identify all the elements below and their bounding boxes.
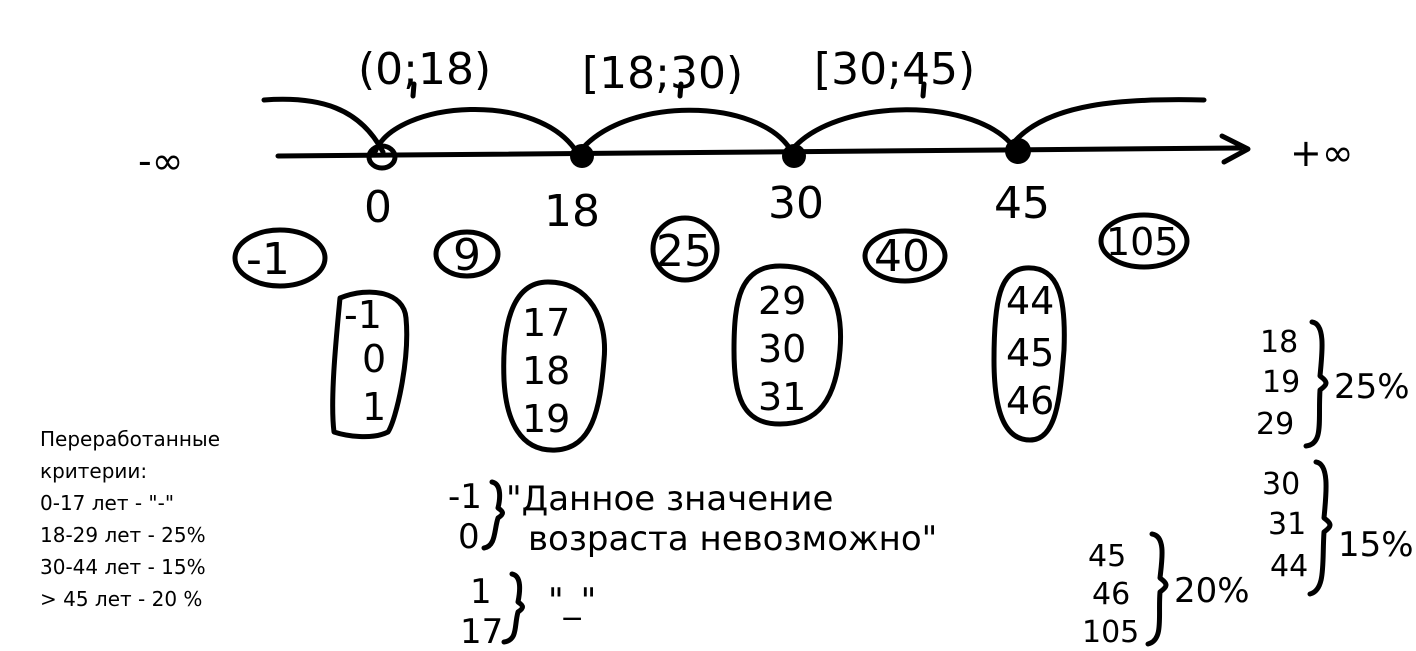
boundary-group-45-outline [991,265,1067,443]
value-circle-9 [433,229,501,279]
boundary-45-a: 44 [1006,279,1054,323]
right-outer-arc [1013,97,1207,143]
axis-arrowhead [1219,133,1251,165]
value-circle-minus1 [232,227,328,289]
open-point-0 [366,143,398,171]
filled-point-30 [782,144,806,168]
dash-brace [501,571,525,645]
axis-label-30: 30 [768,178,824,229]
group15-label: 15% [1338,525,1414,565]
dash-note: "_" [548,581,596,621]
minus-infinity-label: -∞ [138,139,183,183]
invalid-value-minus1: -1 [448,477,482,517]
axis-label-18: 18 [544,186,600,237]
arc-0-18 [372,106,581,157]
group20-value-105: 105 [1082,615,1139,650]
criteria-rule: 30-44 лет - 15% [40,555,206,579]
group20-brace [1145,531,1169,647]
number-line [275,145,1243,159]
value-25: 25 [656,226,712,277]
criteria-rule: 18-29 лет - 25% [40,523,206,547]
boundary-45-b: 45 [1006,331,1054,375]
group25-value-29: 29 [1256,407,1294,442]
invalid-note-line2: возраста невозможно" [528,519,937,559]
group20-value-45: 45 [1088,539,1126,574]
boundary-18-c: 19 [522,397,570,441]
interval-tick-2 [677,81,684,99]
interval-label-0-18: (0;18) [358,44,491,95]
invalid-value-0: 0 [458,517,480,557]
group15-value-44: 44 [1270,549,1308,584]
axis-label-0: 0 [364,182,392,233]
boundary-45-c: 46 [1006,379,1054,423]
interval-label-18-30: [18;30) [582,48,743,99]
value-circle-105 [1098,212,1190,270]
group15-value-30: 30 [1262,467,1300,502]
boundary-30-b: 30 [758,327,806,371]
group25-value-19: 19 [1262,365,1300,400]
group25-label: 25% [1334,367,1410,407]
arc-18-30 [575,107,795,157]
filled-point-45 [1005,138,1031,164]
group25-brace [1303,319,1329,449]
filled-point-18 [570,144,594,168]
criteria-rule: > 45 лет - 20 % [40,587,203,611]
boundary-group-18-outline [501,279,608,453]
criteria-title-line2: критерии: [40,459,148,483]
boundary-30-c: 31 [758,375,806,419]
boundary-group-0-outline [330,289,410,440]
interval-tick-3 [920,81,927,99]
group20-label: 20% [1174,571,1250,611]
interval-label-30-45: [30;45) [814,44,975,95]
boundary-18-a: 17 [522,301,570,345]
boundary-18-b: 18 [522,349,570,393]
invalid-note-line1: "Данное значение [506,479,833,519]
left-outer-arc [261,96,386,155]
criteria-title-line1: Переработанные [40,427,221,451]
value-9: 9 [453,230,481,281]
boundary-30-a: 29 [758,279,806,323]
criteria-rule: 0-17 лет - "-" [40,491,175,515]
revised-criteria: Переработанные критерии: 0-17 лет - "-" … [40,423,220,615]
interval-tick-1 [410,81,417,99]
group25-value-18: 18 [1260,325,1298,360]
value-circle-40 [862,228,948,284]
boundary-group-30-outline [731,263,844,427]
value-105: 105 [1106,220,1179,264]
value-40: 40 [874,231,930,282]
plus-infinity-label: +∞ [1290,131,1354,175]
dash-value-1: 1 [470,572,492,612]
invalid-brace [481,479,505,551]
group20-value-46: 46 [1092,577,1130,612]
value-circle-25 [650,215,720,283]
boundary-0-b: 0 [362,337,386,381]
boundary-0-c: 1 [362,385,386,429]
group15-brace [1307,459,1333,597]
boundary-0-a: -1 [344,293,382,337]
value-minus1: -1 [246,234,290,285]
dash-value-17: 17 [460,612,503,651]
axis-label-45: 45 [994,178,1050,229]
arc-30-45 [787,107,1019,155]
group15-value-31: 31 [1268,507,1306,542]
